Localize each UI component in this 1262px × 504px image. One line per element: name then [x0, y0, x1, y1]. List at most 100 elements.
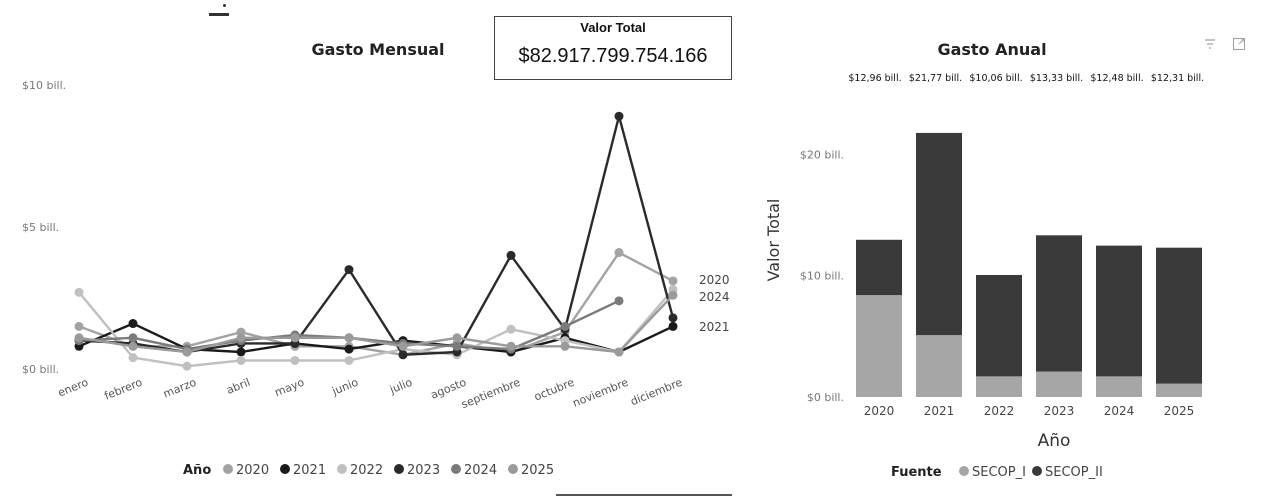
series-end-label: 2020: [699, 273, 730, 287]
bar-SECOP_I: [1096, 376, 1142, 397]
series-line-2025: [78, 294, 674, 354]
x-tick-label: 2021: [924, 404, 955, 418]
chart-title: Gasto Mensual: [311, 40, 444, 59]
bar-total-label: $12,96 bill.: [848, 73, 901, 84]
data-point-2023: [398, 350, 408, 360]
x-tick-label: julio: [387, 376, 414, 397]
data-point-2025: [560, 341, 570, 351]
data-point-2024: [128, 333, 138, 343]
data-point-2024: [614, 296, 624, 306]
legend-marker-SECOP_I: [959, 466, 969, 476]
data-point-2021: [236, 347, 246, 357]
gasto-anual-visual[interactable]: Gasto Anual $12,96 bill. $21,77 bill. $10,0…: [752, 0, 1262, 500]
data-point-2022: [290, 355, 300, 365]
bar-SECOP_II: [916, 132, 962, 336]
data-point-2025: [290, 333, 300, 343]
bar-SECOP_II: [856, 239, 902, 296]
x-tick-label: 2022: [984, 404, 1015, 418]
data-point-2025: [74, 333, 84, 343]
chart-title: Gasto Anual: [937, 40, 1046, 59]
divider-line: [556, 494, 732, 496]
data-point-2020: [74, 321, 84, 331]
bar-total-label: $10,06 bill.: [969, 73, 1022, 84]
series-line-2021: [78, 322, 674, 354]
legend-label-2025: 2025: [521, 463, 554, 478]
legend-marker-2025: [508, 464, 518, 474]
x-tick-label: febrero: [102, 376, 144, 403]
legend-marker-2022: [337, 464, 347, 474]
legend-marker-2020: [223, 464, 233, 474]
valor-total-card[interactable]: Valor Total $82.917.799.754.166: [494, 16, 732, 80]
y-tick-label: $5 bill.: [22, 221, 59, 234]
bar-SECOP_II: [1096, 245, 1142, 377]
legend-label-2021: 2021: [293, 463, 326, 478]
data-point-2025: [506, 341, 516, 351]
bar-total-label: $12,31 bill.: [1151, 73, 1204, 84]
series-line-2022: [78, 288, 674, 368]
filter-icon[interactable]: [1204, 38, 1216, 54]
data-point-2023: [668, 313, 678, 323]
data-point-2021: [668, 321, 678, 331]
legend-title: Año: [183, 463, 211, 478]
data-point-2024: [560, 321, 570, 331]
y-axis-title: Valor Total: [764, 199, 783, 282]
bar-total-label: $21,77 bill.: [909, 73, 962, 84]
valor-total-value: $82.917.799.754.166: [518, 45, 708, 67]
legend-label-2023: 2023: [407, 463, 440, 478]
header-dot: [223, 4, 226, 7]
data-point-2023: [614, 111, 624, 121]
data-point-2025: [182, 347, 192, 357]
legend-marker-2024: [451, 464, 461, 474]
x-tick-label: enero: [56, 376, 90, 400]
bar-SECOP_II: [1036, 235, 1082, 372]
x-tick-label: marzo: [161, 376, 198, 401]
x-tick-label: septiembre: [459, 376, 522, 412]
bar-SECOP_II: [1156, 247, 1202, 384]
x-tick-label: 2025: [1164, 404, 1195, 418]
valor-total-label: Valor Total: [580, 20, 646, 35]
bar-SECOP_I: [1156, 383, 1202, 397]
legend-label-2022: 2022: [350, 463, 383, 478]
x-tick-label: noviembre: [571, 376, 631, 410]
data-point-2022: [182, 361, 192, 371]
bar-SECOP_II: [976, 274, 1022, 377]
gasto-anual-chart: Gasto Anual $12,96 bill. $21,77 bill. $10,0…: [764, 40, 1204, 480]
bar-SECOP_I: [976, 376, 1022, 397]
data-point-2020: [614, 248, 624, 258]
data-point-2025: [344, 333, 354, 343]
data-point-2020: [668, 276, 678, 286]
legend-label-2020: 2020: [236, 463, 269, 478]
bar-total-label: $13,33 bill.: [1030, 73, 1083, 84]
data-point-2023: [506, 250, 516, 260]
legend-marker-2023: [394, 464, 404, 474]
legend-label-SECOP_II: SECOP_II: [1045, 465, 1103, 480]
x-axis-title: Año: [1038, 431, 1071, 451]
data-point-2025: [452, 333, 462, 343]
data-point-2025: [398, 341, 408, 351]
data-point-2022: [236, 355, 246, 365]
series-end-label: 2021: [699, 320, 730, 334]
series-line-2023: [78, 115, 675, 356]
legend-marker-2021: [280, 464, 290, 474]
x-tick-label: 2020: [864, 404, 895, 418]
expand-icon[interactable]: [1232, 37, 1246, 55]
y-tick-label: $0 bill.: [807, 391, 844, 404]
bar-SECOP_I: [916, 335, 962, 397]
gasto-mensual-chart: Gasto Mensual $0 bill. $5 bill. $10 bill. en…: [22, 40, 730, 478]
x-tick-label: octubre: [532, 376, 576, 404]
data-point-2021: [344, 344, 354, 354]
y-tick-label: $10 bill.: [22, 79, 66, 92]
y-tick-label: $10 bill.: [800, 270, 844, 283]
x-tick-label: junio: [329, 376, 360, 399]
gasto-mensual-visual[interactable]: Gasto Mensual $0 bill. $5 bill. $10 bill. en…: [0, 0, 745, 500]
y-tick-label: $0 bill.: [22, 363, 59, 376]
x-tick-label: 2023: [1044, 404, 1075, 418]
data-point-2022: [128, 353, 138, 363]
data-point-2025: [236, 333, 246, 343]
data-point-2022: [344, 355, 354, 365]
data-point-2023: [344, 265, 354, 275]
x-tick-label: diciembre: [629, 376, 685, 409]
data-point-2025: [668, 290, 678, 300]
bar-total-label: $12,48 bill.: [1090, 73, 1143, 84]
legend-marker-SECOP_II: [1032, 466, 1042, 476]
